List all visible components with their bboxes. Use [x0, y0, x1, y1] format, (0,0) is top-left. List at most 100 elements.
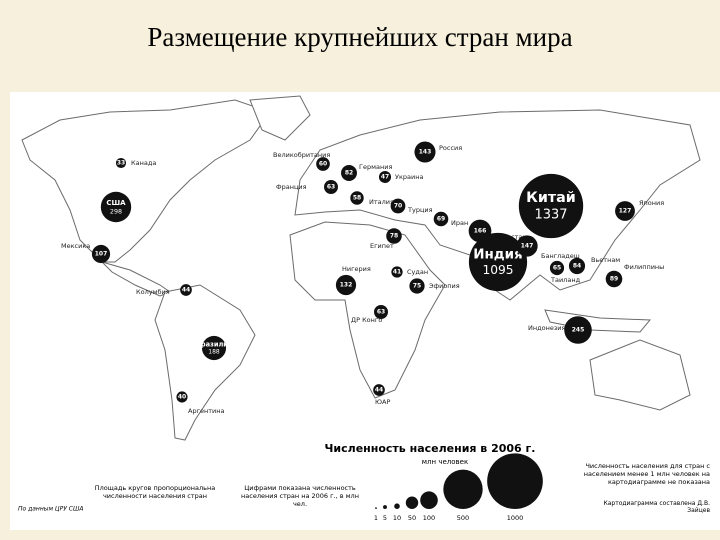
population-value: 147	[521, 243, 534, 250]
author-note: Картодиаграмма составлена Д.В. Зайцев	[603, 500, 710, 514]
country-name: Индия	[473, 248, 522, 263]
legend-unit: млн человек	[422, 458, 468, 466]
population-circle	[386, 228, 402, 244]
population-value: 40	[178, 394, 186, 401]
legend-label: 500	[457, 514, 469, 522]
country-name: Украина	[395, 173, 423, 181]
population-circle	[374, 305, 388, 319]
population-circle	[100, 191, 132, 223]
area-note: Площадь кругов пропорциональна численнос…	[94, 484, 216, 500]
country-name: Китай	[526, 190, 576, 206]
country-name: Великобритания	[273, 151, 330, 159]
population-circle	[615, 201, 635, 221]
population-value: 1095	[482, 263, 513, 277]
country-name: Таиланд	[550, 276, 581, 284]
population-value: 188	[208, 349, 220, 356]
population-value: 166	[474, 228, 487, 235]
source-note: По данным ЦРУ США	[18, 506, 83, 513]
population-value: 69	[437, 216, 445, 223]
population-circle	[341, 165, 357, 181]
country-name: Колумбия	[136, 288, 170, 296]
africa	[289, 221, 446, 399]
country-name: ЮАР	[375, 398, 390, 406]
population-circle	[409, 278, 425, 294]
population-value: 84	[573, 263, 581, 270]
country-name: Бангладеш	[541, 252, 580, 260]
legend-label: 50	[408, 514, 416, 522]
population-value: 33	[117, 160, 125, 167]
population-value: 82	[345, 170, 353, 177]
population-value: 44	[375, 387, 383, 394]
greenland	[249, 95, 311, 141]
population-circle	[201, 335, 227, 361]
legend-circle	[383, 505, 387, 509]
legend-label: 100	[423, 514, 435, 522]
population-value: 60	[319, 161, 327, 168]
population-value: 44	[182, 287, 190, 294]
legend-circle	[405, 496, 419, 509]
legend-title: Численность населения в 2006 г.	[325, 442, 536, 455]
country-name: Турция	[407, 206, 433, 214]
population-circle	[564, 316, 592, 344]
australia	[589, 339, 691, 411]
country-name: Германия	[359, 163, 392, 171]
population-circle	[373, 384, 385, 396]
population-value: 78	[390, 233, 398, 240]
population-value: 132	[340, 282, 353, 289]
population-circle	[568, 257, 586, 275]
legend-circle	[394, 503, 400, 509]
population-circle	[350, 191, 364, 205]
population-value: 143	[419, 149, 432, 156]
country-name: Судан	[407, 268, 428, 276]
legend-circle	[487, 453, 543, 510]
population-circle	[378, 170, 392, 184]
author-note-box: Картодиаграмма составлена Д.В. Зайцев	[603, 500, 710, 514]
country-name: Канада	[131, 159, 156, 167]
country-name: Египет	[370, 242, 394, 250]
population-value: 47	[381, 174, 389, 181]
continents	[21, 95, 701, 441]
legend-label: 10	[393, 514, 401, 522]
figures-note: Цифрами показана численность населения с…	[241, 484, 359, 508]
country-name: Бразилия	[196, 340, 232, 348]
population-value: 70	[394, 203, 402, 210]
country-name: Иран	[451, 219, 468, 227]
population-circle	[433, 211, 449, 227]
country-name: Индонезия	[528, 324, 566, 332]
slide-title: Размещение крупнейших стран мира	[147, 22, 573, 52]
small-note: Численность населения для стран с населе…	[583, 462, 710, 486]
legend-circle	[420, 491, 438, 510]
population-value: 107	[95, 251, 108, 258]
country-name: Вьетнам	[591, 256, 620, 264]
legend-circle	[375, 507, 377, 509]
population-circle	[414, 141, 436, 163]
population-circle	[115, 157, 127, 169]
legend-label: 1	[374, 514, 378, 522]
eurasia	[294, 109, 701, 301]
legend-label: 1000	[507, 514, 524, 522]
country-name: Франция	[276, 183, 307, 191]
indonesia	[544, 309, 652, 333]
legend: Численность населения в 2006 г. млн чело…	[325, 442, 543, 522]
population-value: 63	[377, 309, 385, 316]
population-value: 127	[619, 208, 632, 215]
country-name: Нигерия	[342, 265, 371, 273]
legend-circle	[443, 469, 483, 509]
population-value: 89	[610, 276, 618, 283]
population-circle	[180, 284, 192, 296]
population-circle	[335, 274, 357, 296]
population-circle	[605, 270, 623, 288]
population-circle	[316, 157, 330, 171]
country-name: Эфиопия	[429, 282, 460, 290]
population-value: 58	[353, 195, 361, 202]
country-name: Филиппины	[624, 263, 664, 271]
population-value: 75	[413, 283, 421, 290]
population-value: 41	[393, 269, 401, 276]
small-note-box: Численность населения для стран с населе…	[583, 462, 710, 486]
country-name: ДР Конго	[351, 316, 382, 324]
country-name: США	[106, 198, 126, 207]
population-value: 65	[553, 265, 561, 272]
